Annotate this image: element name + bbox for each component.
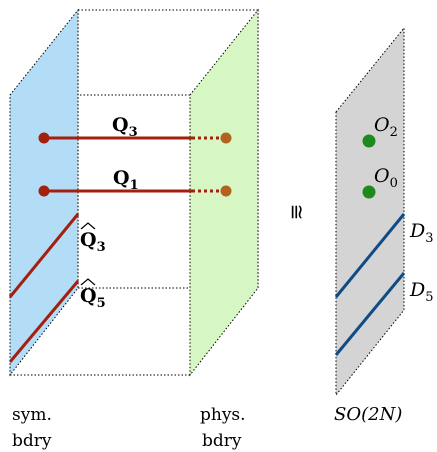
label-qhat3: Q3 [80,222,106,255]
line-operator-q3 [38,132,232,144]
label-d5: D5 [409,279,434,305]
equivalence-symbol: ≅ [285,204,309,221]
q3-end-dot [220,132,232,144]
surface-operator-q5 [8,280,80,363]
hat-accent [80,278,96,286]
label-qhat5: Q5 [80,278,106,311]
plane-line-d3 [334,213,406,298]
sym-boundary-label-line1: sym. [12,405,52,425]
svg-text:Q5: Q5 [80,285,106,311]
q1-start-dot [38,185,50,197]
phys-boundary-label-line2: bdry [202,431,242,451]
label-o2: O2 [374,114,398,140]
line-operator-q1 [38,185,232,197]
theory-plane [335,26,405,397]
q3-start-dot [38,132,50,144]
label-q3: Q3 [112,114,138,140]
q1-end-dot [220,185,232,197]
label-q1: Q1 [113,167,139,193]
surface-operator-q3 [8,213,80,298]
sym-boundary-label-line2: bdry [12,431,52,451]
plane-point-o0 [362,185,376,199]
theory-plane-label: SO(2N) [334,404,402,425]
label-d3: D3 [409,220,434,246]
plane-line-d5 [334,272,406,356]
svg-text:Q3: Q3 [80,229,106,255]
plane-point-o2 [362,134,376,148]
label-o0: O0 [374,165,398,191]
phys-boundary-label-line1: phys. [200,405,246,425]
hat-accent [80,222,96,230]
